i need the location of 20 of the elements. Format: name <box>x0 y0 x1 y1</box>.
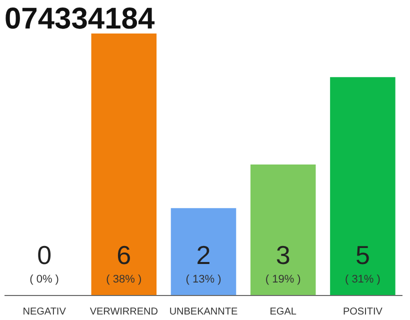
bar <box>250 164 316 296</box>
bar <box>170 208 236 296</box>
x-tick-label: NEGATIV <box>22 306 66 318</box>
x-tick-label: EGAL <box>270 306 297 318</box>
annotation: ( 0% ) <box>30 274 59 286</box>
x-tick-label: UNBEKANNTE <box>169 306 238 318</box>
annotation: ( 31% ) <box>344 274 380 286</box>
annotation: ( 38% ) <box>106 274 142 286</box>
annotation: ( 19% ) <box>265 274 301 286</box>
chart-title: 074334184 <box>4 2 155 36</box>
data-label: 5 <box>355 240 370 270</box>
data-label: 6 <box>116 240 132 270</box>
annotation: ( 13% ) <box>186 274 222 286</box>
data-label: 3 <box>276 240 290 270</box>
data-label: 2 <box>196 240 211 270</box>
x-tick-label: POSITIV <box>342 306 383 318</box>
bar <box>91 34 157 296</box>
x-tick-label: VERWIRREND <box>90 306 158 318</box>
bar <box>330 77 396 296</box>
data-label: 0 <box>37 240 52 270</box>
